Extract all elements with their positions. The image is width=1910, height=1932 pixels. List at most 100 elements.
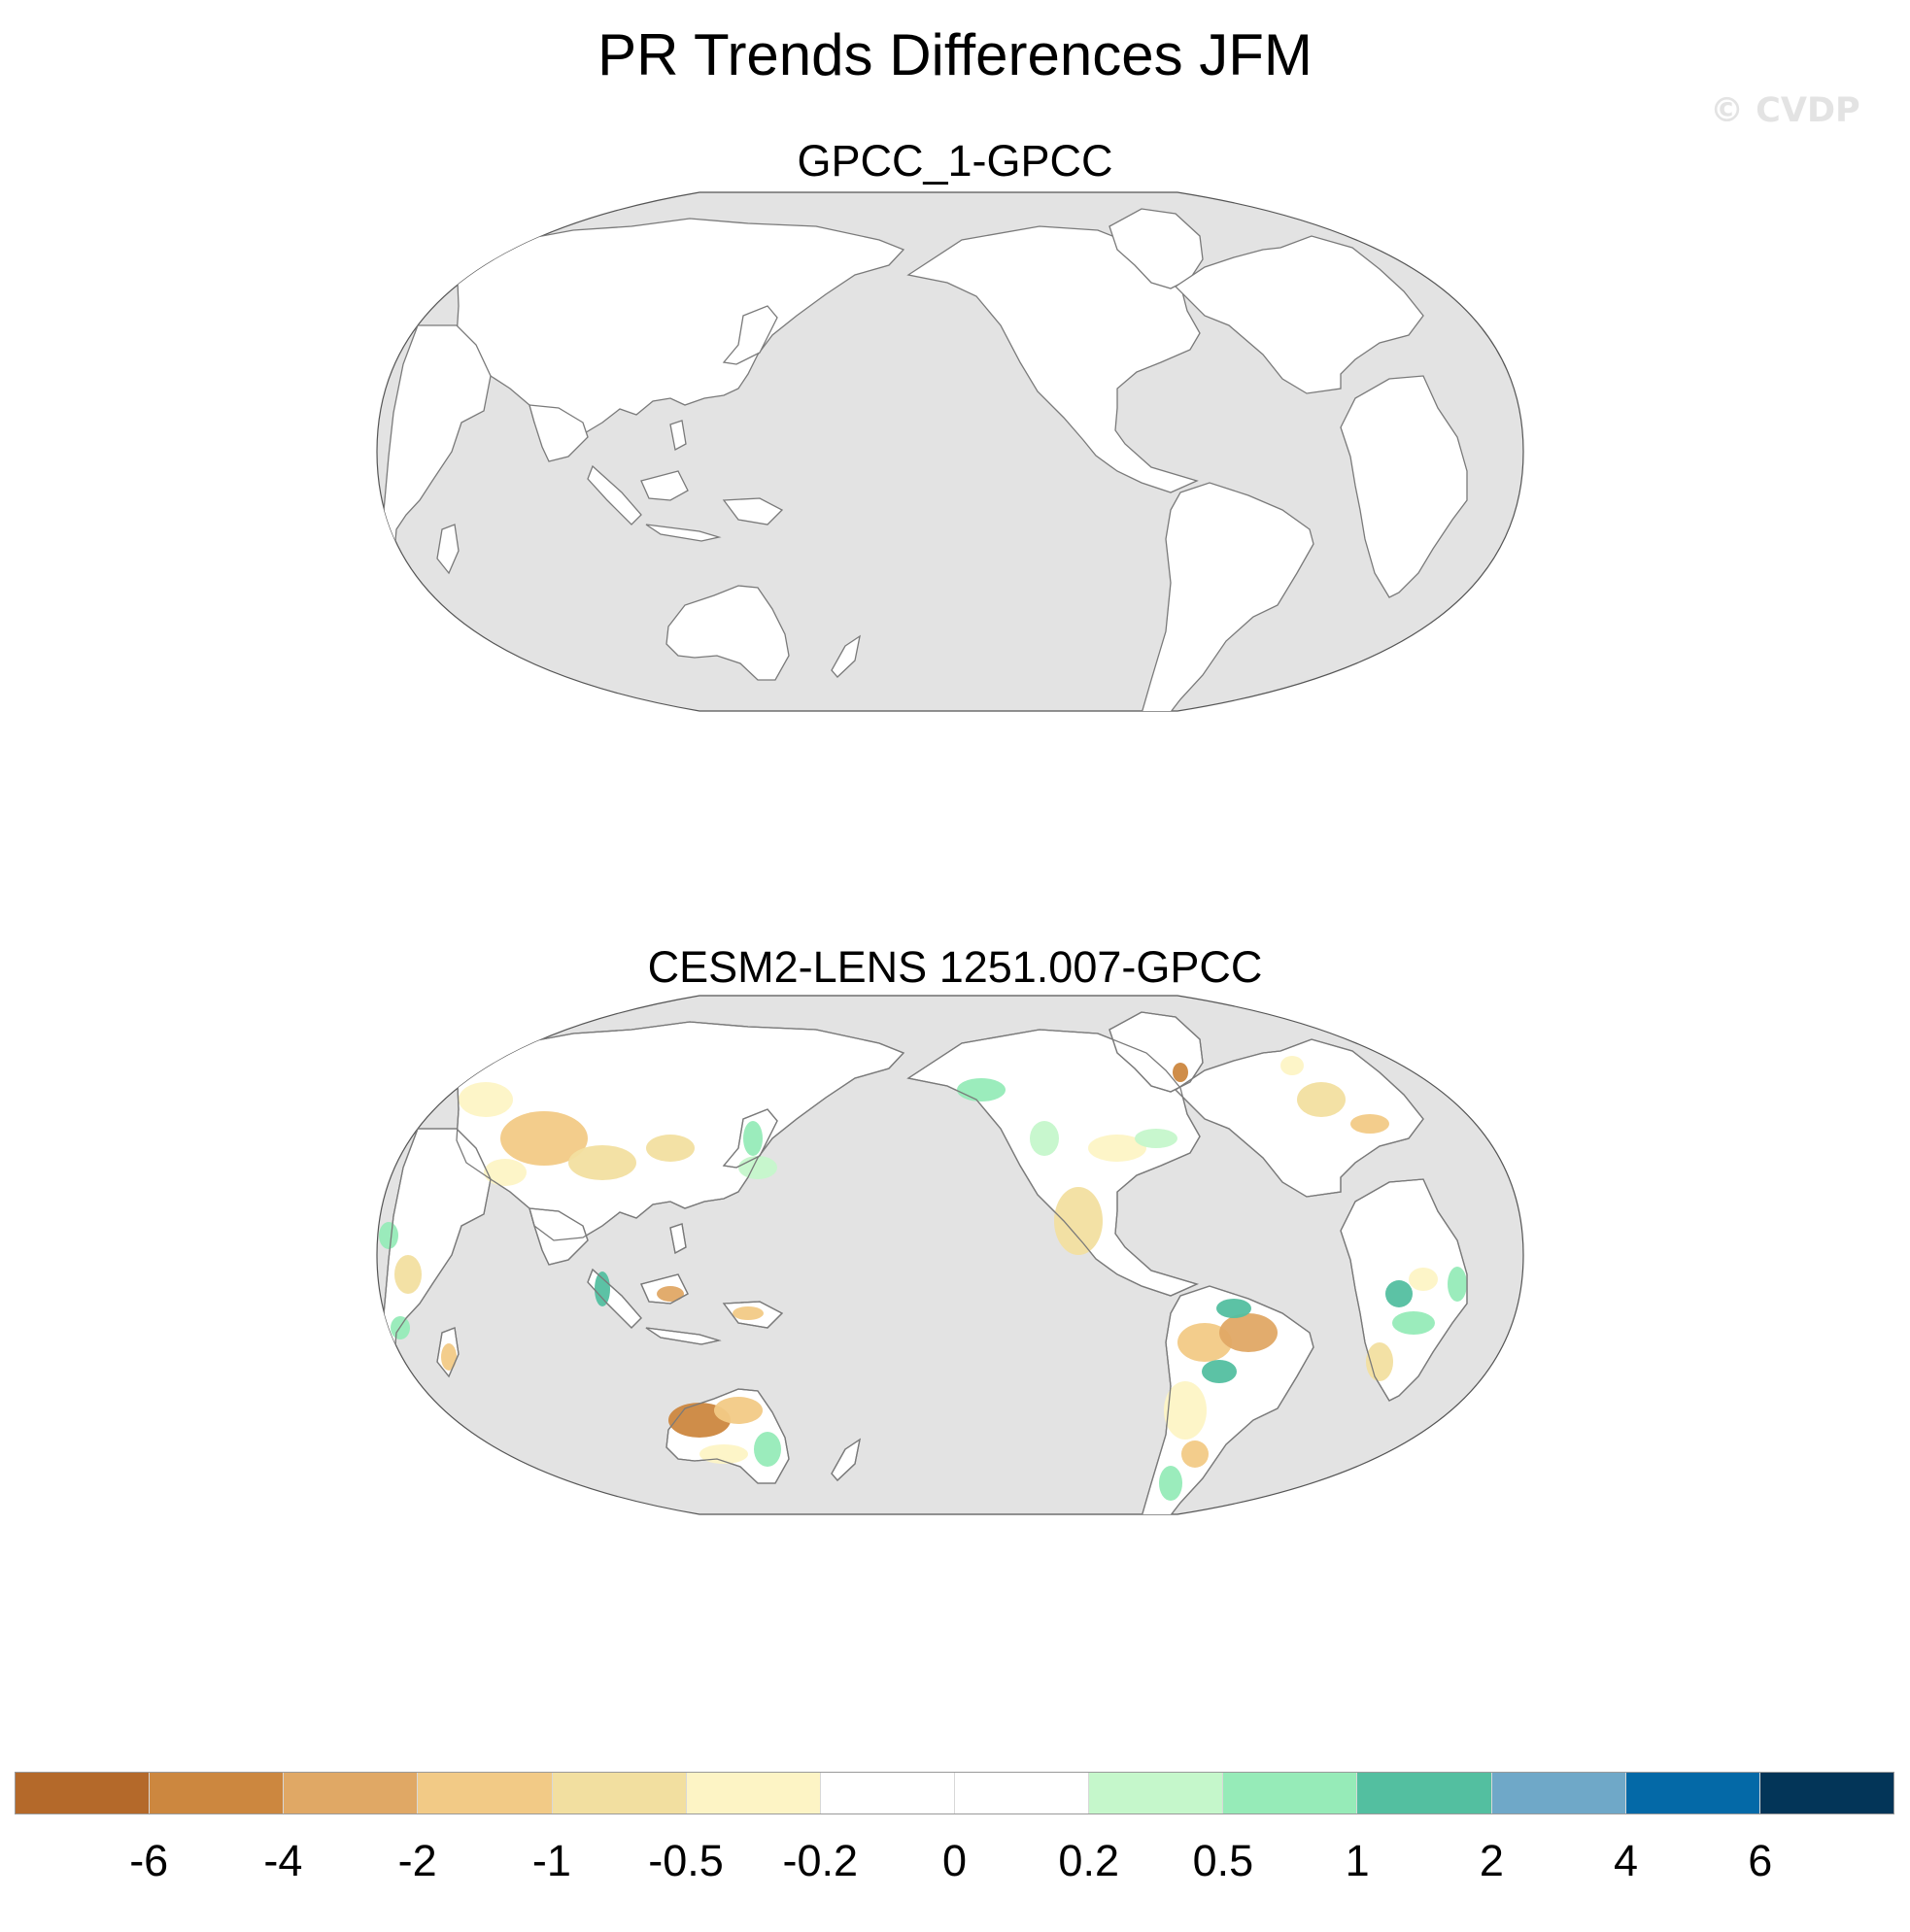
p2-coast-indonesia-3 <box>645 1327 722 1345</box>
p2-coast-new-zealand <box>831 1438 861 1481</box>
p2-coast-antarctica <box>670 1642 1292 1712</box>
p2-trend-patch-sa <box>1181 1441 1209 1468</box>
p2-trend-patch-asia <box>459 1082 513 1117</box>
colorbar-label: -6 <box>129 1836 169 1885</box>
colorbar-box <box>150 1773 285 1813</box>
p2-trend-patch-af <box>1385 1280 1413 1307</box>
p1-eurasia <box>1174 235 1424 394</box>
p2-trend-patch-ind <box>595 1271 610 1306</box>
colorbar-box <box>1357 1773 1492 1813</box>
colorbar-label: -1 <box>531 1836 571 1885</box>
p2-coast-indonesia-2 <box>640 1273 689 1305</box>
colorbar-label: -4 <box>263 1836 303 1885</box>
colorbar-label: 0 <box>941 1836 968 1885</box>
colorbar-label: 1 <box>1345 1836 1370 1885</box>
p2-trend-patch-sa <box>1202 1360 1237 1383</box>
p2-trend-patch-mad <box>441 1343 457 1371</box>
colorbar-box <box>1625 1773 1760 1813</box>
p1-indonesia-2 <box>640 470 689 501</box>
p2-coast-indonesia-1 <box>587 1268 642 1329</box>
p2-trend-patch-asia <box>484 1159 527 1186</box>
p1-africa-west <box>1340 375 1468 598</box>
p1-madagascar <box>436 524 460 575</box>
p2-trend-patch-na <box>1135 1129 1177 1148</box>
p2-trend-patch-af <box>1448 1267 1467 1302</box>
p2-trend-patch-asia <box>646 1135 695 1162</box>
p1-india <box>529 404 589 462</box>
p1-indonesia-3 <box>645 524 722 542</box>
panel-1-map <box>376 191 1524 908</box>
p2-coast-australia <box>665 1388 790 1484</box>
p1-new-guinea <box>722 497 784 525</box>
p2-coast-new-guinea <box>722 1301 784 1329</box>
p2-trend-patch-sa <box>1159 1466 1182 1501</box>
p2-coast-india <box>529 1207 589 1266</box>
p1-south-america <box>1134 482 1314 711</box>
p2-coast-japan <box>722 1108 778 1169</box>
colorbar-label: -0.2 <box>782 1836 859 1885</box>
p2-trend-patch-gr <box>1173 1063 1188 1082</box>
colorbar-box <box>418 1773 553 1813</box>
p2-coast-south-america <box>1134 1285 1314 1514</box>
p2-coast-greenland <box>1108 1011 1204 1093</box>
p2-trend-patch-ind <box>733 1306 764 1320</box>
colorbar-label: 2 <box>1479 1836 1504 1885</box>
p2-trend-patch-sa <box>1177 1323 1232 1362</box>
p2-coast-north-america <box>906 1029 1201 1297</box>
p2-trend-patch-eu <box>1280 1056 1304 1075</box>
p2-trend-patch-ind <box>657 1286 684 1302</box>
p2-trend-patch-afe <box>394 1255 422 1294</box>
cvdp-watermark: © CVDP <box>1710 91 1860 130</box>
p2-trend-field <box>379 1056 1467 1501</box>
p1-new-zealand <box>831 634 861 678</box>
p2-trend-patch-na <box>957 1078 1006 1102</box>
colorbar-box <box>820 1773 955 1813</box>
p2-trend-patch-af <box>1409 1268 1438 1291</box>
p2-coastlines <box>380 1011 1468 1712</box>
colorbar <box>15 1772 1894 1814</box>
colorbar-box <box>1491 1773 1626 1813</box>
p2-coast-eurasia <box>1174 1038 1424 1198</box>
p2-trend-patch-jp <box>743 1121 763 1156</box>
p2-trend-patch-afe <box>379 1222 398 1249</box>
p2-trend-patch-eu <box>1350 1114 1389 1134</box>
colorbar-box <box>1759 1773 1893 1813</box>
p1-asia <box>456 218 905 438</box>
colorbar-box <box>686 1773 821 1813</box>
panel-1-title: GPCC_1-GPCC <box>797 136 1113 186</box>
colorbar-label: -2 <box>397 1836 437 1885</box>
p1-continents <box>380 208 1468 908</box>
colorbar-label: 4 <box>1614 1836 1639 1885</box>
panel-2-title: CESM2-LENS 1251.007-GPCC <box>647 942 1263 992</box>
p1-antarctica <box>670 838 1292 908</box>
p2-trend-patch-sa <box>1164 1381 1207 1440</box>
main-title: PR Trends Differences JFM <box>597 22 1313 87</box>
p2-coast-asia <box>456 1021 905 1241</box>
p2-antarctica <box>670 1642 1292 1712</box>
p2-trend-patch-asia <box>500 1111 588 1166</box>
p2-trend-patch-af <box>1392 1311 1435 1335</box>
p1-philippines <box>669 420 687 451</box>
p1-japan <box>722 305 778 365</box>
p2-trend-patch-eu <box>1297 1082 1346 1117</box>
colorbar-box <box>1223 1773 1358 1813</box>
colorbar-box <box>1089 1773 1224 1813</box>
colorbar-labels: -6 -4 -2 -1 -0.5 -0.2 0 0.2 0.5 1 2 4 6 <box>0 1836 1910 1894</box>
colorbar-label: 0.2 <box>1058 1836 1119 1885</box>
colorbar-box <box>284 1773 419 1813</box>
p2-coast-madagascar <box>436 1327 460 1378</box>
p1-indonesia-1 <box>587 464 642 525</box>
colorbar-box <box>954 1773 1090 1813</box>
p2-trend-patch-asia <box>738 1156 777 1179</box>
colorbar-label: 0.5 <box>1192 1836 1254 1885</box>
p2-trend-patch-na <box>1030 1121 1059 1156</box>
p2-trend-patch-na <box>1088 1135 1146 1162</box>
panel-2-map <box>376 995 1524 1712</box>
p2-trend-patch-au <box>754 1432 781 1467</box>
p2-trend-patch-na <box>1054 1187 1103 1255</box>
p2-coast-philippines <box>669 1223 687 1254</box>
p1-australia <box>665 585 790 681</box>
p2-coast-africa-west <box>1340 1178 1468 1402</box>
colorbar-box <box>16 1773 151 1813</box>
colorbar-label: 6 <box>1748 1836 1773 1885</box>
